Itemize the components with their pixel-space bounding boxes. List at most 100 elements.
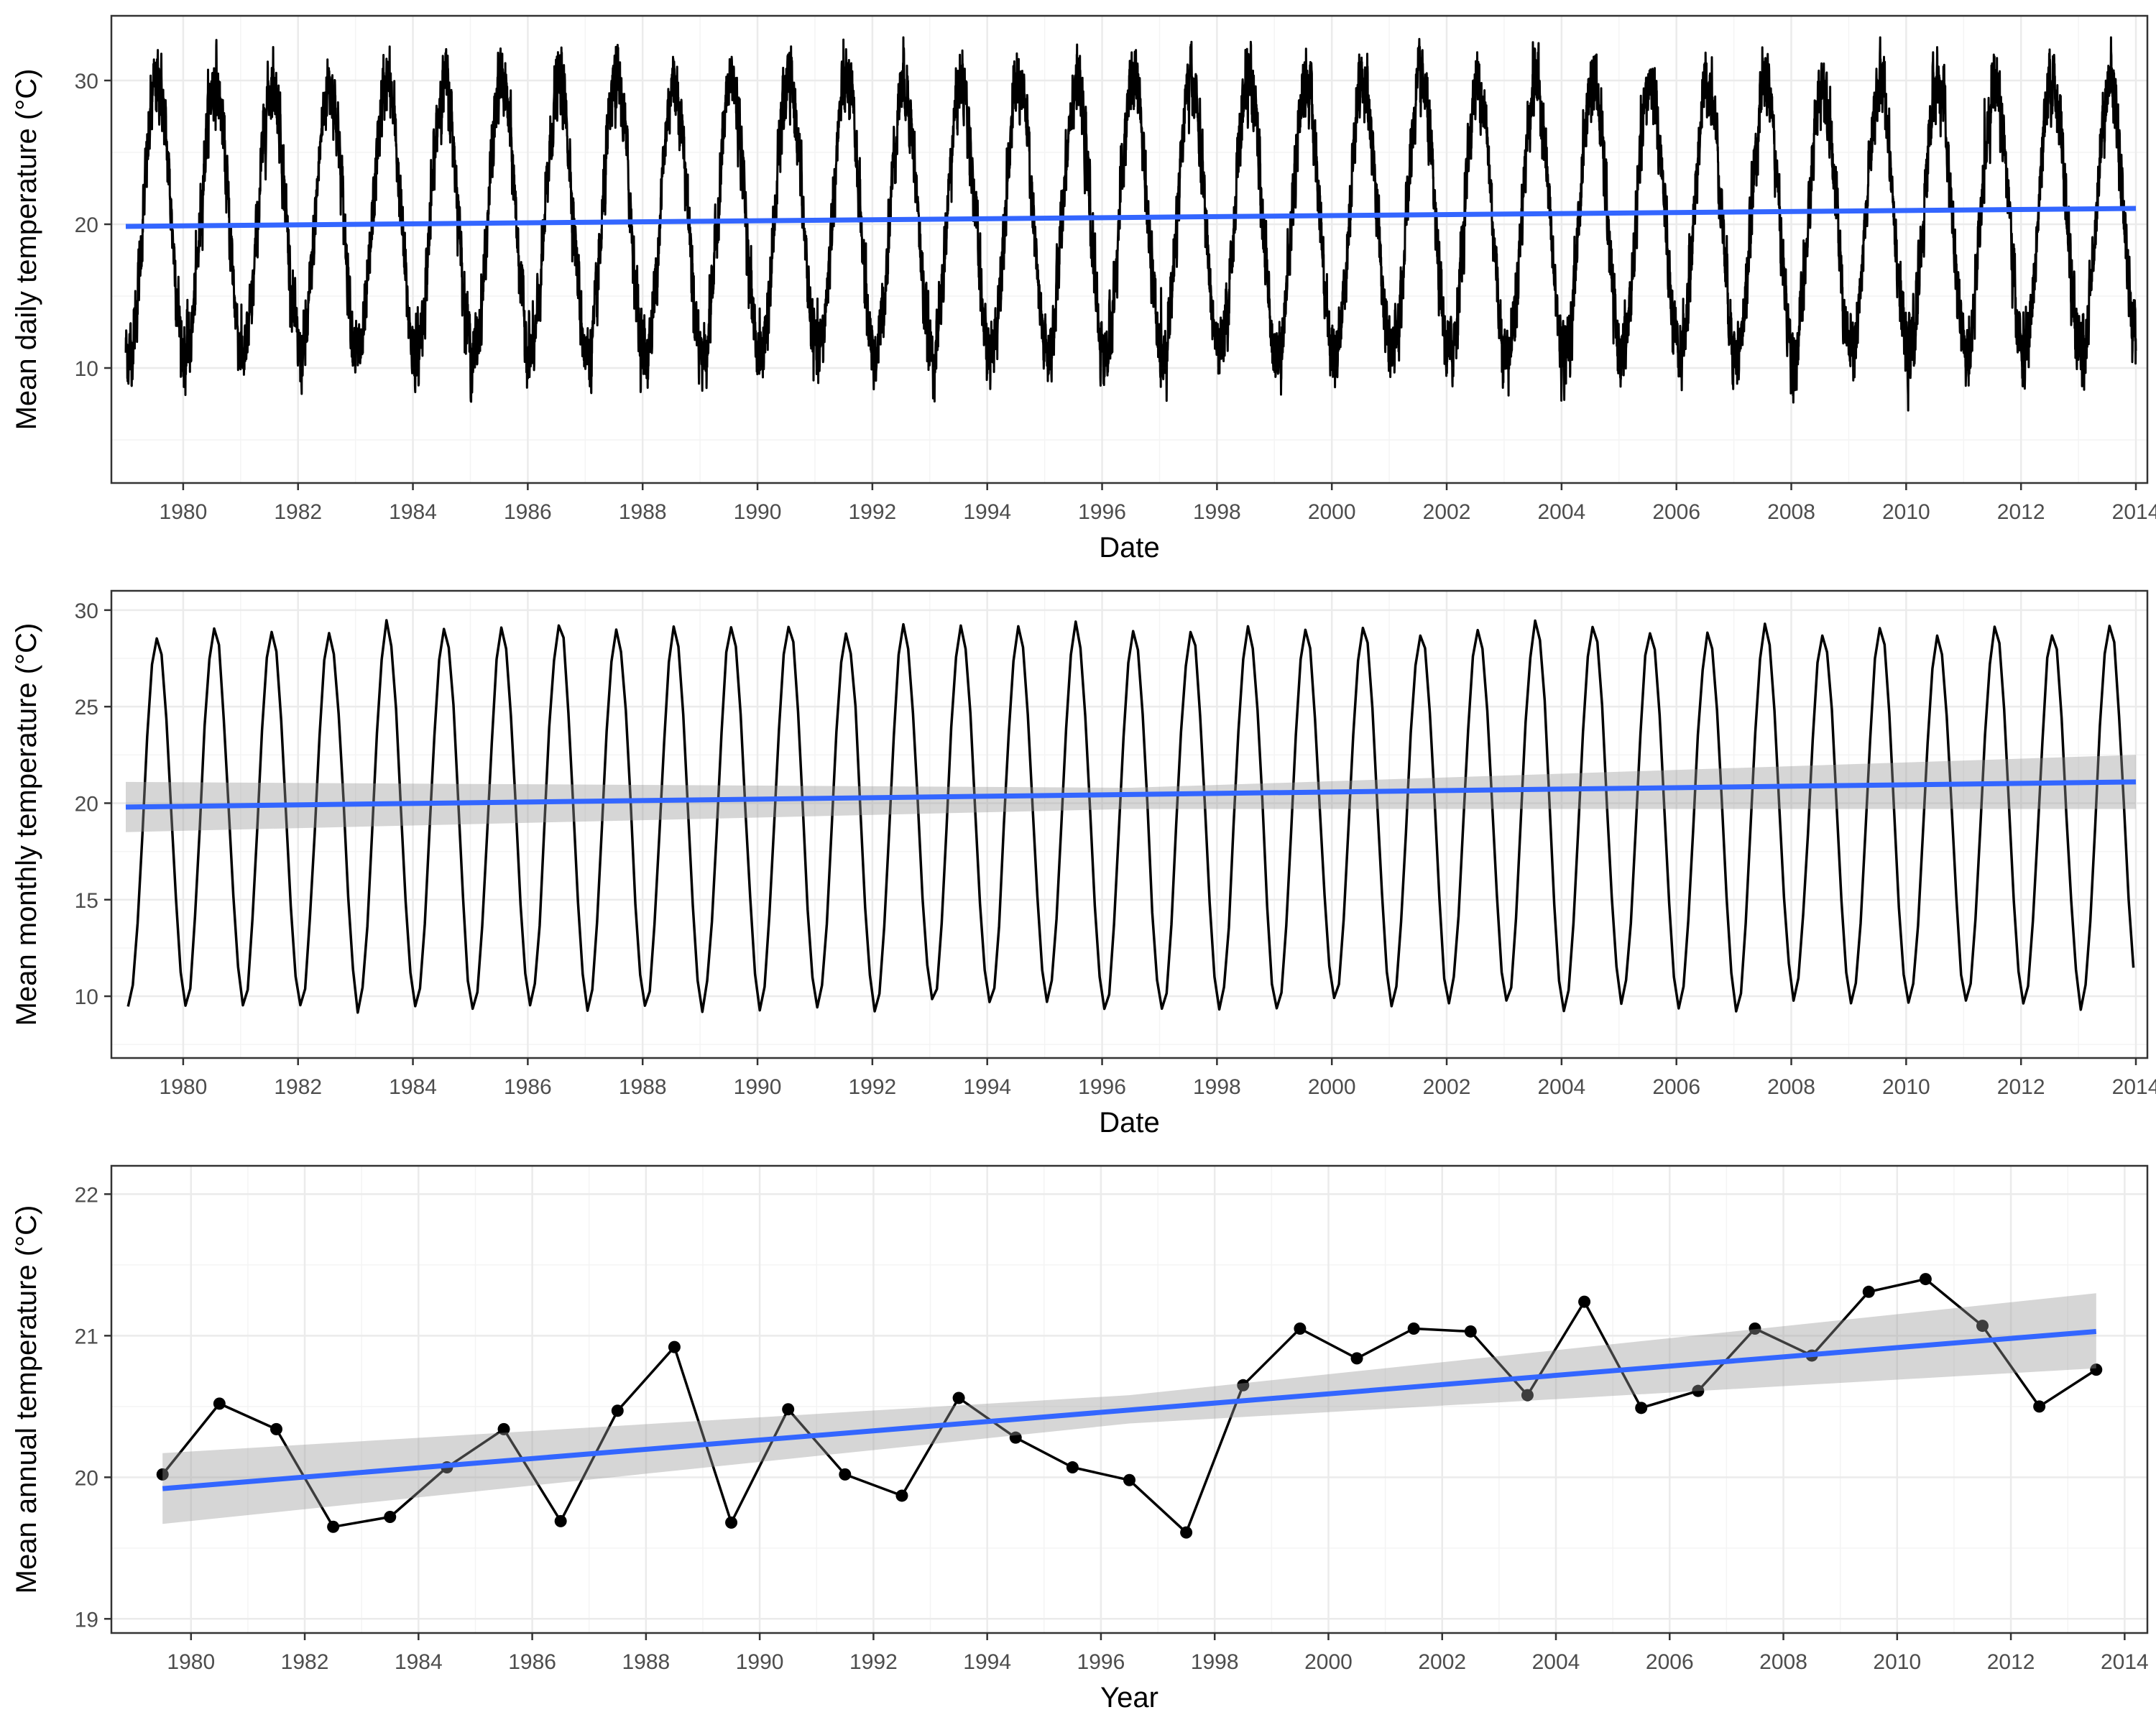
x-tick-label: 1990 bbox=[736, 1650, 784, 1674]
data-point bbox=[2033, 1400, 2046, 1413]
x-tick-label: 1998 bbox=[1193, 1075, 1241, 1099]
x-tick-label: 2000 bbox=[1308, 500, 1356, 524]
x-tick-label: 1994 bbox=[963, 1075, 1011, 1099]
x-tick-label: 2014 bbox=[2101, 1650, 2149, 1674]
x-axis-title: Date bbox=[1099, 1107, 1160, 1138]
panel-1: 1980 1982 1984 1986 1988 1990 1992 1994 1996 1998… bbox=[11, 14, 2156, 564]
x-tick-label: 2000 bbox=[1304, 1650, 1353, 1674]
data-point bbox=[952, 1392, 965, 1404]
x-tick-label: 1990 bbox=[734, 500, 782, 524]
y-tick-label: 30 bbox=[75, 70, 98, 93]
x-axis-title: Year bbox=[1100, 1682, 1158, 1714]
x-tick-label: 1986 bbox=[504, 1075, 552, 1099]
y-tick-label: 21 bbox=[75, 1325, 98, 1348]
x-tick-label: 1996 bbox=[1078, 1075, 1126, 1099]
x-tick-label: 1984 bbox=[389, 500, 437, 524]
data-point bbox=[270, 1422, 282, 1435]
x-tick-label: 1994 bbox=[963, 1650, 1011, 1674]
data-point bbox=[1976, 1320, 1989, 1333]
data-point bbox=[213, 1397, 226, 1410]
panel-2: 1980 1982 1984 1986 1988 1990 1992 1994 1996 1998… bbox=[11, 589, 2156, 1138]
plot-area bbox=[124, 36, 2137, 412]
data-point bbox=[839, 1468, 852, 1481]
x-tick-label: 1998 bbox=[1191, 1650, 1239, 1674]
panel-background bbox=[111, 1166, 2147, 1633]
x-tick-label: 1984 bbox=[395, 1650, 443, 1674]
x-axis-title: Date bbox=[1099, 532, 1160, 564]
x-tick-label: 2008 bbox=[1759, 1650, 1807, 1674]
data-point bbox=[1578, 1295, 1591, 1308]
x-tick-label: 2012 bbox=[1997, 1075, 2045, 1099]
data-point bbox=[782, 1403, 795, 1416]
x-tick-label: 2002 bbox=[1423, 500, 1471, 524]
y-tick-label: 10 bbox=[75, 985, 98, 1009]
data-point bbox=[668, 1340, 681, 1353]
trend-line bbox=[125, 206, 2137, 229]
trend-line bbox=[162, 1328, 2097, 1491]
data-point bbox=[2090, 1363, 2103, 1376]
data-point bbox=[1123, 1473, 1135, 1486]
data-point bbox=[1521, 1389, 1534, 1402]
data-point bbox=[1180, 1526, 1193, 1539]
data-point bbox=[1464, 1325, 1477, 1338]
x-tick-label: 2008 bbox=[1767, 500, 1815, 524]
data-point bbox=[497, 1422, 510, 1435]
x-tick-label: 2010 bbox=[1873, 1650, 1921, 1674]
data-point bbox=[1407, 1322, 1420, 1335]
data-point bbox=[1635, 1402, 1648, 1414]
x-tick-label: 1996 bbox=[1077, 1650, 1125, 1674]
x-tick-label: 1980 bbox=[160, 500, 208, 524]
data-point bbox=[327, 1520, 340, 1533]
x-tick-label: 1996 bbox=[1078, 500, 1126, 524]
x-tick-label: 1984 bbox=[389, 1075, 437, 1099]
data-point bbox=[1066, 1461, 1079, 1474]
x-tick-label: 2014 bbox=[2112, 1075, 2156, 1099]
x-tick-label: 2006 bbox=[1646, 1650, 1694, 1674]
data-point bbox=[1862, 1285, 1875, 1298]
data-point bbox=[611, 1404, 624, 1417]
x-tick-label: 2012 bbox=[1987, 1650, 2035, 1674]
y-axis-title: Mean annual temperature (°C) bbox=[11, 1205, 42, 1594]
x-tick-label: 1992 bbox=[849, 1075, 897, 1099]
y-axis-title: Mean daily temperature (°C) bbox=[11, 69, 42, 431]
x-tick-label: 2006 bbox=[1652, 1075, 1700, 1099]
x-tick-label: 2002 bbox=[1418, 1650, 1466, 1674]
x-tick-label: 2004 bbox=[1532, 1650, 1580, 1674]
data-point bbox=[725, 1516, 738, 1529]
x-tick-label: 1990 bbox=[734, 1075, 782, 1099]
x-tick-label: 1992 bbox=[849, 500, 897, 524]
x-tick-label: 1982 bbox=[274, 1075, 322, 1099]
x-tick-label: 1998 bbox=[1193, 500, 1241, 524]
y-tick-label: 19 bbox=[75, 1608, 98, 1632]
x-tick-label: 1982 bbox=[281, 1650, 329, 1674]
data-point bbox=[1294, 1322, 1307, 1335]
plot-area bbox=[125, 619, 2137, 1014]
x-tick-label: 1994 bbox=[963, 500, 1011, 524]
panel-border bbox=[110, 14, 2149, 484]
y-tick-label: 15 bbox=[75, 889, 98, 913]
data-point bbox=[1749, 1322, 1761, 1335]
x-tick-label: 1986 bbox=[508, 1650, 556, 1674]
data-point bbox=[1350, 1352, 1363, 1365]
x-tick-label: 1988 bbox=[619, 500, 667, 524]
panel-3: 1980 1982 1984 1986 1988 1990 1992 1994 1996 1998… bbox=[11, 1164, 2149, 1714]
series-line bbox=[124, 36, 2137, 412]
x-tick-label: 2010 bbox=[1882, 1075, 1930, 1099]
x-tick-label: 1988 bbox=[622, 1650, 670, 1674]
y-axis-title: Mean monthly temperature (°C) bbox=[11, 623, 42, 1026]
data-point bbox=[1692, 1384, 1705, 1397]
x-tick-label: 1988 bbox=[619, 1075, 667, 1099]
y-tick-label: 22 bbox=[75, 1183, 98, 1207]
y-tick-label: 30 bbox=[75, 599, 98, 623]
x-tick-label: 2006 bbox=[1652, 500, 1700, 524]
x-tick-label: 2002 bbox=[1423, 1075, 1471, 1099]
data-point bbox=[895, 1489, 908, 1502]
panel-border bbox=[110, 589, 2149, 1059]
x-tick-label: 1986 bbox=[504, 500, 552, 524]
y-tick-label: 20 bbox=[75, 792, 98, 816]
x-tick-label: 1982 bbox=[274, 500, 322, 524]
x-tick-label: 2004 bbox=[1537, 500, 1585, 524]
y-tick-label: 20 bbox=[75, 213, 98, 237]
data-point bbox=[1237, 1379, 1250, 1392]
